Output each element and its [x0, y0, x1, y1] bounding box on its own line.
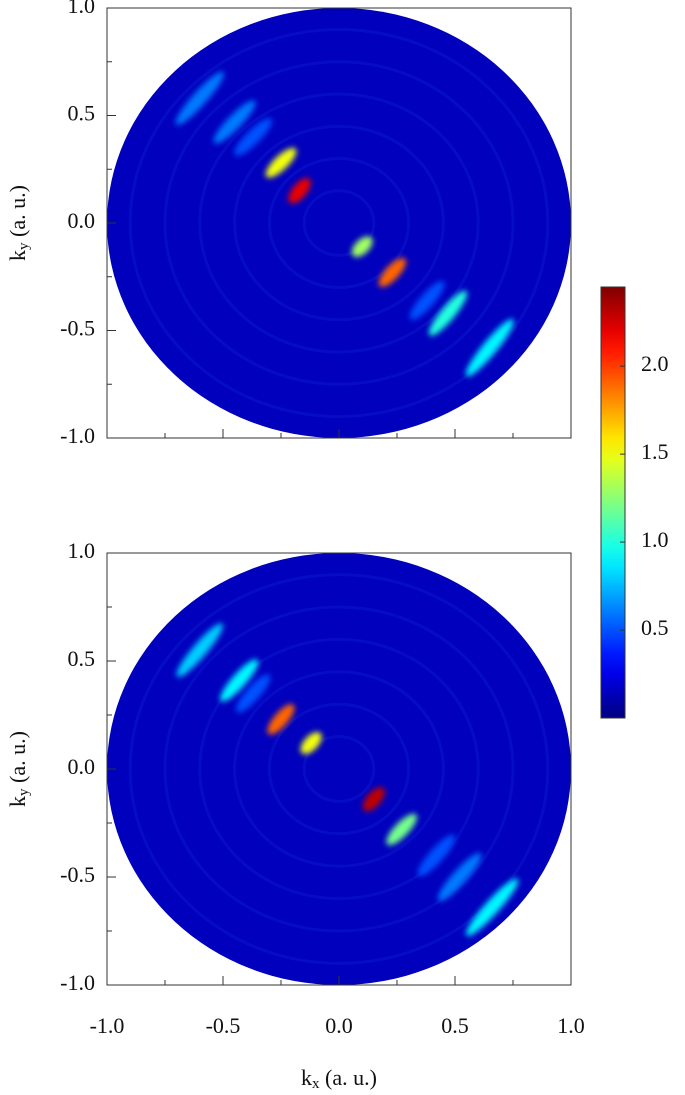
- ring: [198, 637, 480, 901]
- intensity-spot: [386, 813, 417, 846]
- ring: [163, 605, 515, 933]
- ring: [302, 189, 376, 257]
- y-tick-label: -1.0: [60, 423, 95, 448]
- y-tick-label: 0.5: [68, 646, 96, 671]
- ring: [233, 670, 445, 868]
- spots: [128, 573, 550, 965]
- detector-disk: [107, 8, 571, 438]
- x-label-part: (a. u.): [320, 1065, 377, 1090]
- ring: [267, 702, 411, 836]
- x-label-part: k: [301, 1065, 312, 1090]
- y-tick-label: 1.0: [68, 0, 96, 18]
- intensity-spot: [362, 787, 385, 812]
- intensity-spot: [351, 236, 373, 257]
- intensity-spot: [267, 704, 295, 735]
- intensity-spot: [465, 878, 519, 937]
- y-label-part: (a. u.): [5, 185, 30, 242]
- x-label-part: x: [312, 1076, 320, 1092]
- intensity-spot: [234, 118, 273, 156]
- y-axis-label: ky (a. u.): [5, 185, 32, 261]
- intensity-spot: [288, 177, 311, 204]
- intensity-spot: [437, 852, 482, 902]
- intensity-spot: [220, 659, 259, 702]
- intensity-spot: [409, 280, 445, 320]
- ring: [302, 735, 376, 803]
- intensity-spot: [417, 834, 456, 877]
- x-tick-label: -1.0: [90, 1013, 125, 1038]
- ring: [198, 92, 480, 354]
- x-axis-label: kx (a. u.): [301, 1065, 377, 1092]
- x-tick-label: 0.0: [325, 1013, 353, 1038]
- intensity-spot: [465, 319, 514, 377]
- colorbar-tick-label: 0.5: [641, 615, 669, 640]
- ring: [128, 573, 550, 965]
- intensity-spot: [213, 100, 256, 144]
- y-label-part: (a. u.): [5, 731, 30, 788]
- y-label-part: y: [16, 242, 32, 250]
- intensity-spot: [428, 290, 468, 336]
- colorbar-tick-label: 1.0: [641, 527, 669, 552]
- x-tick-label: 0.5: [441, 1013, 469, 1038]
- colorbar: [600, 286, 626, 719]
- y-tick-label: 0.0: [68, 754, 96, 779]
- x-tick-label: 1.0: [557, 1013, 585, 1038]
- y-tick-label: -0.5: [60, 862, 95, 887]
- intensity-spot: [300, 732, 322, 755]
- intensity-spot: [265, 147, 297, 178]
- intensity-spot: [378, 257, 407, 287]
- y-axis-label: ky (a. u.): [5, 731, 32, 807]
- x-tick-label: -0.5: [206, 1013, 241, 1038]
- spots: [128, 28, 550, 418]
- intensity-spot: [175, 71, 224, 126]
- detector-disk: [107, 553, 571, 985]
- y-label-part: k: [5, 250, 30, 261]
- intensity-spot: [235, 674, 271, 713]
- ring: [128, 28, 550, 418]
- y-label-part: k: [5, 796, 30, 807]
- colorbar-tick-label: 1.5: [641, 439, 669, 464]
- y-tick-label: 1.0: [68, 538, 96, 563]
- y-tick-label: 0.0: [68, 208, 96, 233]
- y-tick-label: -1.0: [60, 970, 95, 995]
- colorbar-tick-label: 2.0: [641, 351, 669, 376]
- intensity-spot: [176, 623, 224, 678]
- y-tick-label: 0.5: [68, 101, 96, 126]
- ring: [233, 124, 445, 322]
- y-label-part: y: [16, 788, 32, 796]
- ring: [267, 157, 411, 289]
- y-tick-label: -0.5: [60, 316, 95, 341]
- ring: [163, 60, 515, 386]
